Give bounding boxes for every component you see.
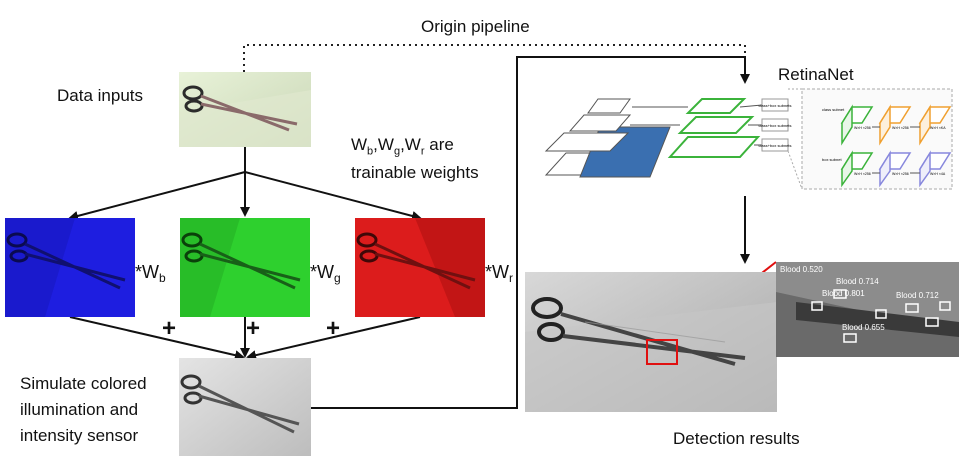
detection-label-1: Blood 0.520 xyxy=(780,265,823,274)
arrow-to-blue xyxy=(68,171,246,221)
weight-r-label: *Wr xyxy=(485,262,513,285)
svg-text:W×H ×256: W×H ×256 xyxy=(892,172,909,176)
weights-label-line2: trainable weights xyxy=(351,163,479,182)
svg-text:W×H ×KA: W×H ×KA xyxy=(930,126,946,130)
data-inputs-label: Data inputs xyxy=(57,86,143,105)
weight-b-label: *Wb xyxy=(135,262,166,285)
svg-text:class+box subnets: class+box subnets xyxy=(758,123,791,128)
origin-pipeline-label: Origin pipeline xyxy=(421,17,530,36)
data-input-image xyxy=(179,72,311,147)
svg-text:box subnet: box subnet xyxy=(822,157,842,162)
svg-text:W×H ×256: W×H ×256 xyxy=(854,126,871,130)
simulated-sensor-image xyxy=(179,358,311,456)
plus-sign-3: + xyxy=(326,315,341,342)
plus-sign-2: + xyxy=(246,315,261,342)
simulate-label-line2: illumination and xyxy=(20,400,139,419)
arrow-from-red xyxy=(246,316,421,361)
origin-pipeline-dotted-line xyxy=(243,44,750,84)
retinanet-architecture-diagram: class+box subnets class+box subnets clas… xyxy=(540,87,959,197)
svg-text:class+box subnets: class+box subnets xyxy=(758,103,791,108)
svg-text:W×H ×256: W×H ×256 xyxy=(892,126,909,130)
detection-label-3: Blood 0.801 xyxy=(822,289,865,298)
retinanet-label: RetinaNet xyxy=(778,65,854,84)
detection-result-image xyxy=(525,272,777,412)
simulate-label-line1: Simulate colored xyxy=(20,374,147,393)
detection-label-4: Blood 0.712 xyxy=(896,291,939,300)
svg-text:W×H ×256: W×H ×256 xyxy=(854,172,871,176)
highlight-rectangle xyxy=(646,339,678,365)
weights-label-line1: Wb,Wg,Wr are xyxy=(351,135,454,158)
plus-sign-1: + xyxy=(162,315,177,342)
red-channel-image xyxy=(355,218,485,317)
arrow-from-blue xyxy=(69,316,245,361)
simulate-label-line3: intensity sensor xyxy=(20,426,139,445)
green-channel-image xyxy=(180,218,310,317)
arrow-to-red xyxy=(244,171,422,221)
detection-results-label: Detection results xyxy=(673,429,800,448)
zoomed-detection-image: Blood 0.520 Blood 0.714 Blood 0.801 Bloo… xyxy=(776,262,959,357)
detection-label-5: Blood 0.655 xyxy=(842,323,885,332)
fpn-plane-3 xyxy=(685,98,747,114)
svg-text:W×H ×4A: W×H ×4A xyxy=(930,172,946,176)
svg-text:class+box subnets: class+box subnets xyxy=(758,143,791,148)
fpn-plane-2 xyxy=(677,116,755,134)
svg-text:class subnet: class subnet xyxy=(822,107,845,112)
detection-label-2: Blood 0.714 xyxy=(836,277,879,286)
fpn-plane-1 xyxy=(667,136,761,158)
arrow-to-retinanet xyxy=(311,56,746,409)
weight-g-label: *Wg xyxy=(310,262,341,285)
blue-channel-image xyxy=(5,218,135,317)
